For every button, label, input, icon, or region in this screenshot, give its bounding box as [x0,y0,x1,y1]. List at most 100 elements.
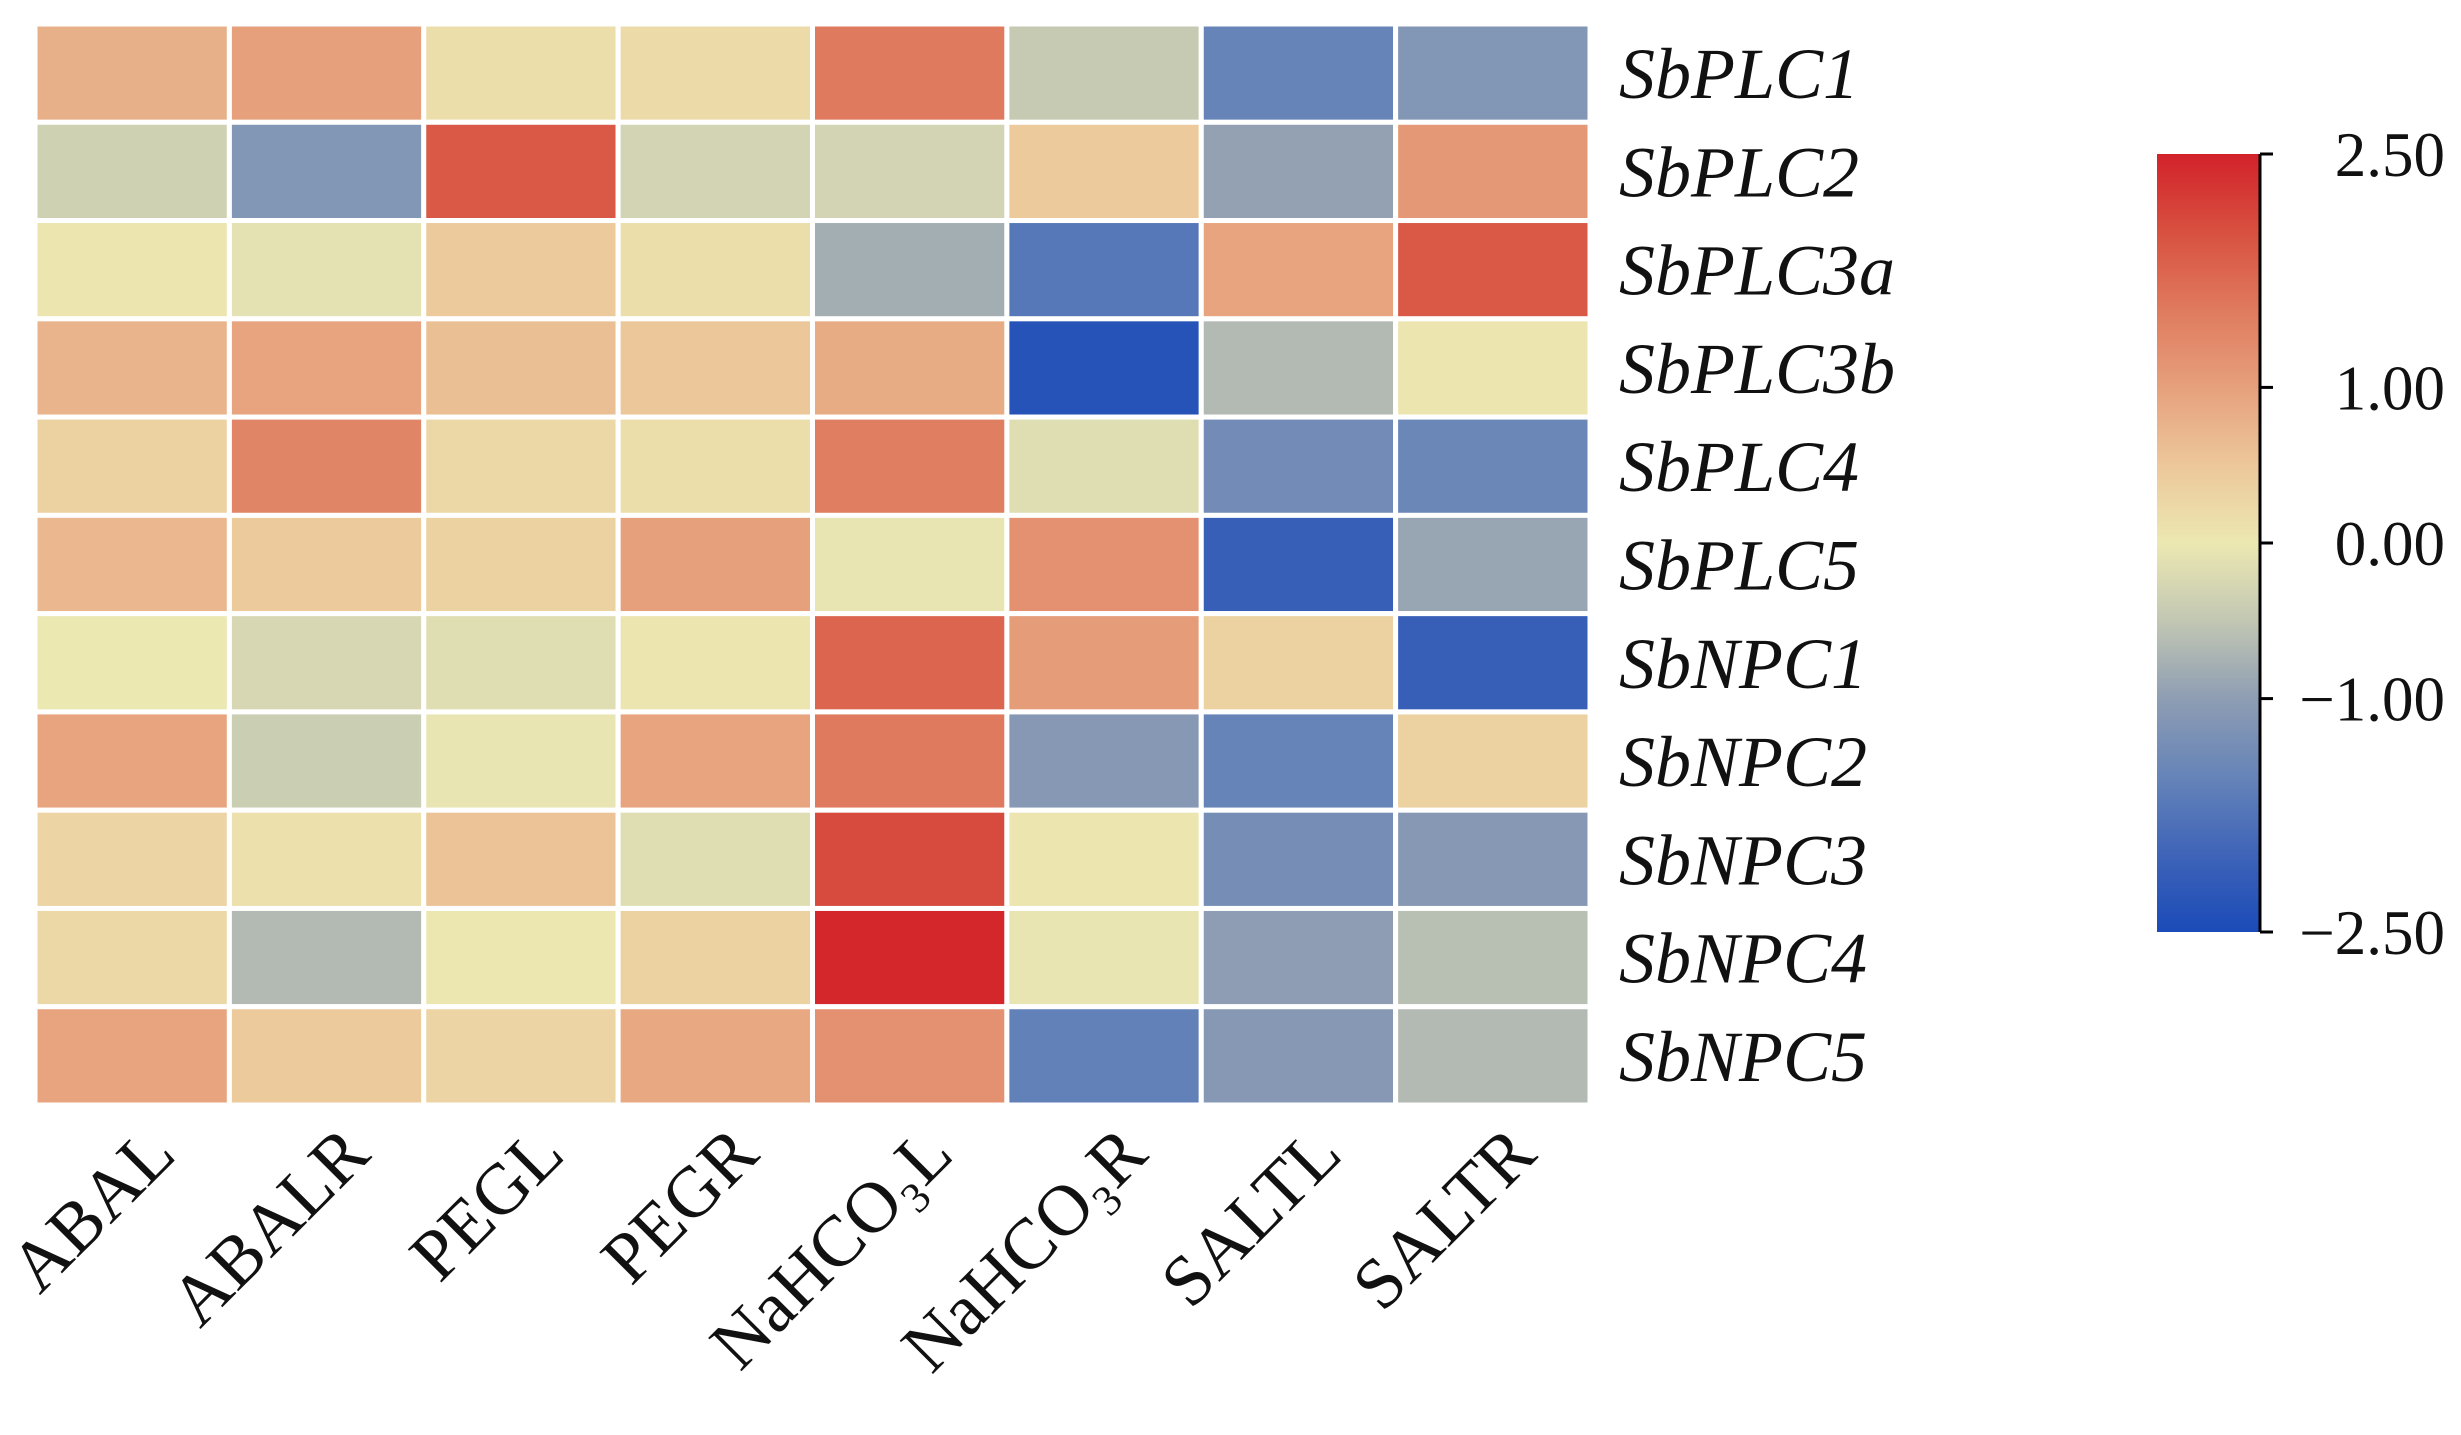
heatmap-cell-SbPLC3a-SALTL [1198,218,1399,322]
heatmap-cell-SbPLC4-ABAL [32,414,232,518]
heatmap-cell-SbNPC5-PEGR [615,1004,815,1108]
column-label: PEGL [394,1112,578,1296]
heatmap-cell-SbPLC2-ABAL [32,119,232,224]
colorbar-ticks: 2.50 1.00 0.00 −1.00 −2.50 [2260,120,2445,968]
heatmap-cell-SbPLC5-ABAL [32,512,232,617]
heatmap-cell-SbPLC4-PEGL [421,414,621,518]
heatmap-cell-SbNPC5-ABALR [226,1004,427,1108]
colorbar: 2.50 1.00 0.00 −1.00 −2.50 [2157,120,2445,968]
heatmap-cell-SbPLC3b-PEGL [421,316,621,420]
heatmap-cell-SbNPC4-PEGL [421,905,621,1010]
heatmap-cell-SbNPC4-ABAL [32,905,232,1010]
heatmap-cell-SbNPC1-PEGR [615,611,815,715]
heatmap-cell-SbPLC1-SALTL [1198,21,1399,125]
heatmap-cell-SbPLC5-ABALR [226,512,427,617]
heatmap-cell-SbNPC5-ABAL [32,1004,232,1108]
heatmap-cell-SbPLC4-NaHCO₃R [1004,414,1204,518]
heatmap-cell-SbNPC3-NaHCO₃L [810,807,1010,911]
column-label: SALTR [1337,1112,1550,1325]
heatmap-cell-SbPLC3a-NaHCO₃R [1004,218,1204,322]
heatmap-cell-SbPLC5-NaHCO₃L [810,512,1010,617]
heatmap-cell-SbNPC5-PEGL [421,1004,621,1108]
heatmap-cell-SbPLC2-SALTL [1198,119,1399,224]
row-label: SbPLC5 [1619,526,1859,606]
heatmap-cell-SbPLC1-SALTR [1393,21,1593,125]
colorbar-gradient [2157,154,2260,932]
heatmap-cell-SbNPC3-NaHCO₃R [1004,807,1204,911]
row-label: SbNPC2 [1619,722,1867,802]
colorbar-tick-label: 0.00 [2335,509,2445,579]
heatmap-cell-SbNPC4-PEGR [615,905,815,1010]
heatmap-cell-SbNPC2-PEGR [615,709,815,813]
heatmap-cell-SbNPC2-NaHCO₃L [810,709,1010,813]
heatmap-cell-SbPLC2-PEGR [615,119,815,224]
heatmap-cell-SbPLC2-NaHCO₃L [810,119,1010,224]
heatmap-cell-SbNPC1-PEGL [421,611,621,715]
heatmap-cell-SbPLC3a-NaHCO₃L [810,218,1010,322]
heatmap-cell-SbNPC5-SALTR [1393,1004,1593,1108]
heatmap-cell-SbNPC2-PEGL [421,709,621,813]
heatmap-cell-SbPLC5-PEGL [421,512,621,617]
heatmap-cell-SbNPC2-ABAL [32,709,232,813]
heatmap-cell-SbNPC2-ABALR [226,709,427,813]
colorbar-tick-label: −2.50 [2299,898,2445,968]
heatmap-cell-SbPLC3a-PEGL [421,218,621,322]
colorbar-tick-label: −1.00 [2299,665,2445,735]
heatmap-cell-SbPLC5-SALTL [1198,512,1399,617]
column-label: PEGR [586,1112,773,1299]
colorbar-tick-label: 2.50 [2335,120,2445,190]
heatmap-cell-SbNPC1-NaHCO₃R [1004,611,1204,715]
heatmap-cell-SbNPC3-ABAL [32,807,232,911]
heatmap-cell-SbNPC3-SALTL [1198,807,1399,911]
heatmap-cell-SbNPC1-ABAL [32,611,232,715]
row-label: SbNPC3 [1619,820,1867,900]
heatmap-cell-SbPLC4-NaHCO₃L [810,414,1010,518]
heatmap-cell-SbPLC2-NaHCO₃R [1004,119,1204,224]
heatmap-cell-SbPLC2-PEGL [421,119,621,224]
heatmap-cell-SbNPC2-SALTL [1198,709,1399,813]
heatmap-cell-SbPLC3b-SALTL [1198,316,1399,420]
heatmap-cell-SbNPC2-NaHCO₃R [1004,709,1204,813]
heatmap-cell-SbPLC3b-SALTR [1393,316,1593,420]
heatmap-cell-SbNPC3-ABALR [226,807,427,911]
row-label: SbNPC4 [1619,919,1867,999]
heatmap-cell-SbPLC5-SALTR [1393,512,1593,617]
row-labels: SbPLC1 SbPLC2 SbPLC3a SbPLC3b SbPLC4 SbPLC5 Sb… [1619,34,1895,1097]
row-label: SbNPC5 [1619,1017,1867,1097]
heatmap-cell-SbPLC2-SALTR [1393,119,1593,224]
heatmap-cell-SbNPC1-NaHCO₃L [810,611,1010,715]
heatmap-cell-SbPLC1-PEGR [615,21,815,125]
heatmap-cell-SbNPC5-NaHCO₃L [810,1004,1010,1108]
heatmap-cell-SbPLC4-SALTR [1393,414,1593,518]
heatmap-cell-SbNPC1-SALTL [1198,611,1399,715]
heatmap-cell-SbPLC1-ABAL [32,21,232,125]
colorbar-tick-label: 1.00 [2335,353,2445,423]
heatmap-cell-SbNPC4-SALTL [1198,905,1399,1010]
heatmap-cell-SbPLC3b-ABALR [226,316,427,420]
row-label: SbPLC3b [1619,329,1895,409]
heatmap-cell-SbNPC2-SALTR [1393,709,1593,813]
heatmap-cell-SbPLC5-PEGR [615,512,815,617]
heatmap-cell-SbNPC1-SALTR [1393,611,1593,715]
heatmap-cell-SbNPC4-SALTR [1393,905,1593,1010]
heatmap-cell-SbNPC3-PEGR [615,807,815,911]
heatmap-cell-SbNPC1-ABALR [226,611,427,715]
heatmap-grid [32,21,1593,1108]
heatmap-cell-SbPLC3b-NaHCO₃L [810,316,1010,420]
heatmap-cell-SbNPC3-SALTR [1393,807,1593,911]
heatmap-cell-SbPLC3a-PEGR [615,218,815,322]
heatmap-cell-SbPLC4-PEGR [615,414,815,518]
row-label: SbNPC1 [1619,624,1867,704]
heatmap-cell-SbPLC3a-ABAL [32,218,232,322]
heatmap-cell-SbNPC4-ABALR [226,905,427,1010]
heatmap-cell-SbPLC3a-ABALR [226,218,427,322]
row-label: SbPLC1 [1619,34,1859,114]
row-label: SbPLC4 [1619,427,1859,507]
heatmap-cell-SbPLC1-NaHCO₃R [1004,21,1204,125]
row-label: SbPLC2 [1619,132,1859,212]
heatmap-cell-SbPLC3b-ABAL [32,316,232,420]
heatmap-cell-SbPLC5-NaHCO₃R [1004,512,1204,617]
heatmap-cell-SbNPC5-NaHCO₃R [1004,1004,1204,1108]
heatmap-cell-SbPLC1-PEGL [421,21,621,125]
